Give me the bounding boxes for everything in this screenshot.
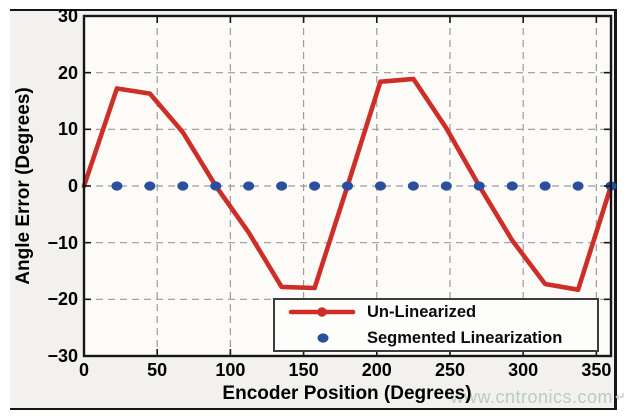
x-tick-label: 150 [288, 360, 319, 380]
legend-item-segmented: Segmented Linearization [283, 326, 597, 350]
y-tick-label: −20 [47, 289, 78, 310]
y-tick-label: −30 [47, 346, 78, 366]
y-tick-label: −10 [47, 232, 78, 253]
x-tick-label: 100 [215, 360, 246, 380]
x-tick-label: 300 [508, 360, 539, 380]
y-axis-title: Angle Error (Degrees) [13, 87, 34, 285]
y-tick-label: 0 [67, 176, 78, 196]
unlinearized-line-icon [288, 307, 356, 317]
x-tick-label: 350 [581, 360, 612, 380]
x-axis-title: Encoder Position (Degrees) [222, 383, 472, 404]
x-tick-label: 50 [147, 360, 168, 380]
x-tick-label: 250 [434, 360, 465, 380]
y-tick-label: 20 [57, 62, 78, 83]
return-mark-icon: ↵ [615, 389, 626, 404]
segmented-dot-icon [317, 333, 329, 343]
axes-box [82, 14, 613, 358]
x-tick-label: 0 [78, 360, 89, 380]
y-tick-label: 10 [57, 119, 78, 140]
segmented-dots [111, 181, 617, 191]
y-tick-label: 30 [57, 6, 78, 26]
legend: Un-Linearized Segmented Linearization [273, 298, 599, 352]
legend-item-unlinearized: Un-Linearized [283, 300, 597, 324]
watermark: www.cntronics.com [450, 387, 613, 407]
legend-label-unlinearized: Un-Linearized [367, 302, 477, 321]
x-tick-label: 200 [361, 360, 392, 380]
legend-label-segmented: Segmented Linearization [367, 328, 563, 347]
